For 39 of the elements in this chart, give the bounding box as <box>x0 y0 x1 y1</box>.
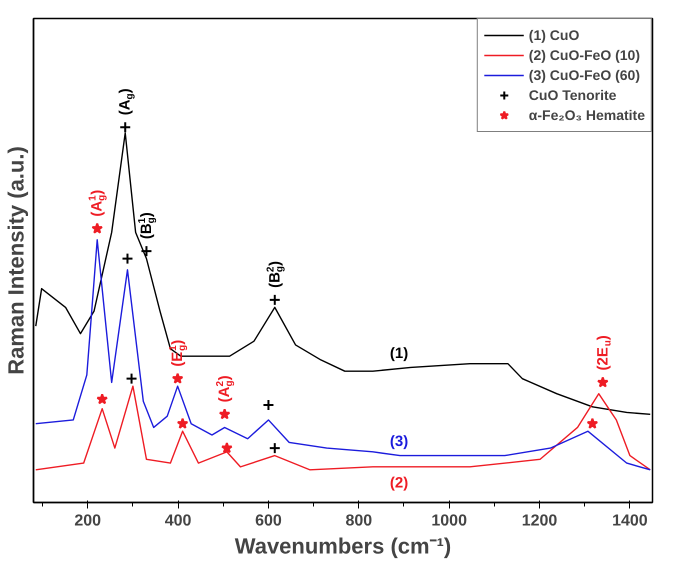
x-tick-label: 1000 <box>431 512 468 530</box>
y-axis-title: Raman Intensity (a.u.) <box>4 146 28 375</box>
annotation: (2Eu) <box>594 335 614 370</box>
annotation: (3) <box>390 433 408 450</box>
point <box>91 222 103 234</box>
point <box>597 376 609 388</box>
point <box>176 418 188 429</box>
x-tick-label: 1200 <box>522 512 558 530</box>
point <box>96 393 108 404</box>
annotation: (Ag) <box>116 88 136 116</box>
x-tick-label: 400 <box>164 512 192 530</box>
annotation: (B1g) <box>136 212 157 240</box>
x-axis-title: Wavenumbers (cm⁻¹) <box>234 534 452 558</box>
point <box>262 398 274 411</box>
point <box>218 408 230 420</box>
x-tick-label: 1400 <box>612 512 648 530</box>
point <box>140 245 152 258</box>
point <box>119 121 132 134</box>
point <box>268 294 281 306</box>
annotation: (1) <box>390 344 408 362</box>
x-tick-label: 600 <box>255 512 282 530</box>
point <box>586 418 598 429</box>
legend-label: CuO Tenorite <box>528 87 616 103</box>
legend-label: (3) CuO-FeO (60) <box>528 67 640 83</box>
legend-label: (2) CuO-FeO (10) <box>528 47 640 63</box>
x-tick-label: 200 <box>74 512 102 530</box>
annotation: (A2g) <box>215 375 236 402</box>
legend-label: (1) CuO <box>528 27 580 43</box>
point <box>126 372 138 385</box>
point <box>268 442 281 454</box>
annotation: (2) <box>390 474 408 492</box>
legend-label: α-Fe₂O₃ Hematite <box>528 107 645 123</box>
annotation: (E1g) <box>168 340 188 367</box>
x-tick-label: 800 <box>345 512 372 530</box>
point <box>172 372 184 384</box>
point <box>221 442 233 454</box>
annotation: (A1g) <box>88 190 108 217</box>
point <box>121 252 134 265</box>
annotation: (B2g) <box>265 261 286 288</box>
